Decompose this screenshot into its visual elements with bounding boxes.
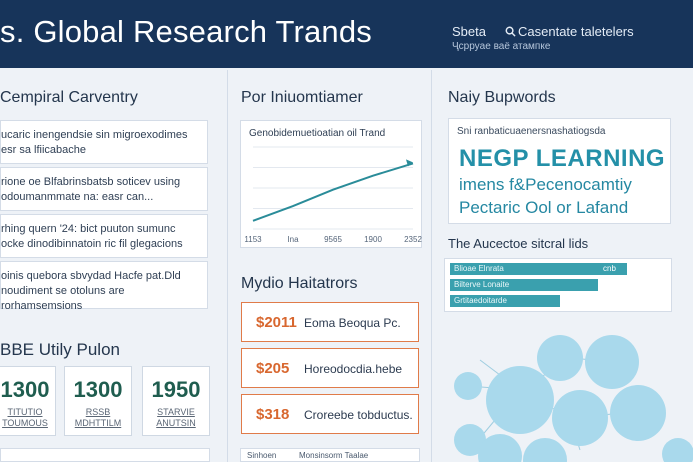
- list-item-text: rione oe Blfabrinsbatsb soticev using od…: [1, 176, 181, 203]
- indicator-value: $2011: [256, 314, 297, 331]
- stat-card[interactable]: 1300 TITUTIO TOUMOUS: [0, 366, 56, 436]
- bottom-label: Monsinsorm Taalae: [299, 451, 369, 460]
- keyword-bubble-cluster: [454, 335, 693, 462]
- indicators-title: Mydio Haitatrors: [241, 275, 358, 292]
- keyword-bubble: [478, 434, 522, 462]
- list-item[interactable]: ucaric inengendsie sin migroexodimes esr…: [0, 120, 208, 164]
- x-tick-label: 1900: [364, 235, 382, 244]
- indicator-desc: Eoma Beoqua Pc.: [304, 316, 401, 330]
- stat-value: 1950: [151, 377, 201, 402]
- column-divider: [431, 70, 432, 462]
- stat-label: TITUTIO TOUMOUS: [2, 407, 48, 428]
- keyword-bubble: [537, 335, 583, 381]
- keyword-bubble: [610, 385, 666, 441]
- list-item-text: ucaric inengendsie sin migroexodimes esr…: [1, 129, 188, 156]
- keywords-card[interactable]: Sni ranbaticuaenersnashatiogsda NEGP LEA…: [448, 118, 671, 224]
- stat-label: RSSB MDHTTILM: [74, 407, 122, 428]
- bottom-strip: Sinhoen Monsinsorm Taalae: [240, 448, 420, 462]
- utility-title: BBE Utily Pulon: [0, 340, 120, 359]
- trend-chart-card[interactable]: Genobidemuetioatian oil Trand 1153 Ina 956…: [240, 120, 422, 248]
- attention-bars: Blioae Elnrata cnb Bilterve Lonaite Grti…: [444, 258, 672, 312]
- app-header: s. Global Research Trands Sbeta Casentat…: [0, 0, 693, 68]
- list-item-text: oinis quebora sbvydad Hacfe pat.Dld noud…: [1, 270, 181, 312]
- attention-title: The Aucectoe sitcral lids: [448, 236, 589, 251]
- indicator-value: $205: [256, 360, 290, 377]
- indicator-card[interactable]: $2011 Eoma Beoqua Pc.: [241, 302, 419, 342]
- keyword-main: NEGP LEARNING: [459, 145, 666, 172]
- x-tick-label: 1153: [244, 235, 262, 244]
- keywords-title: Naiy Bupwords: [448, 89, 556, 106]
- attention-bar[interactable]: Bilterve Lonaite: [450, 279, 598, 291]
- keyword-bubble: [662, 438, 693, 462]
- bar-label: Blioae Elnrata: [454, 264, 504, 273]
- column-divider: [227, 70, 228, 462]
- stat-value: 1300: [73, 377, 123, 402]
- x-tick-label: 9565: [324, 235, 342, 244]
- nav-link-categories[interactable]: Casentate taletelers: [518, 24, 634, 39]
- indicator-card[interactable]: $318 Croreebe tobductus.: [241, 394, 419, 434]
- keyword-bubble: [454, 372, 482, 400]
- nav-link-beta[interactable]: Sbeta: [452, 24, 486, 39]
- bar-label: Bilterve Lonaite: [454, 280, 510, 289]
- keyword-line: imens f&Pecenocamtiy: [459, 175, 632, 194]
- keyword-bubble: [552, 390, 608, 446]
- keyword-bubble: [523, 438, 567, 462]
- indicator-desc: Croreebe tobductus.: [304, 408, 413, 422]
- indicator-desc: Horeodocdia.hebe: [304, 362, 403, 376]
- bottom-label: Sinhoen: [247, 451, 277, 460]
- keyword-line: Pectaric Ool or Lafand: [459, 198, 629, 217]
- page-title: s. Global Research Trands: [0, 14, 373, 49]
- keyword-bubble: [454, 424, 486, 456]
- keyword-bubble: [585, 335, 639, 389]
- series-arrow: [406, 159, 413, 167]
- stat-card[interactable]: 1950 STARVIE ANUTSIN: [142, 366, 210, 436]
- section-title-middle: Por Iniuomtiamer: [241, 89, 363, 106]
- x-tick-label: 2352: [404, 235, 422, 244]
- attention-bar[interactable]: Blioae Elnrata: [450, 263, 627, 275]
- footer-strip: [0, 448, 210, 462]
- header-subtitle: Ҷcрруaе ваë атампке: [452, 41, 551, 52]
- bar-value: cnb: [603, 264, 616, 273]
- indicator-value: $318: [256, 406, 290, 423]
- chart-title: Genobidemuetioatian oil Trand: [249, 128, 386, 139]
- list-item-text: rhing quern '24: bict puuton sumunc ocke…: [1, 223, 183, 250]
- stat-label: STARVIE ANUTSIN: [156, 407, 196, 428]
- stat-card[interactable]: 1300 RSSB MDHTTILM: [64, 366, 132, 436]
- series-line: [252, 162, 414, 222]
- stat-value: 1300: [0, 377, 50, 402]
- bar-label: Grtitaedoitarde: [454, 296, 507, 305]
- list-item[interactable]: rhing quern '24: bict puuton sumunc ocke…: [0, 214, 208, 258]
- attention-bar[interactable]: Grtitaedoitarde: [450, 295, 560, 307]
- keywords-subtitle: Sni ranbaticuaenersnashatiogsda: [457, 126, 606, 137]
- trend-chart: 1153 Ina 9565 1900 2352: [244, 146, 422, 244]
- keyword-bubble: [486, 366, 554, 434]
- x-tick-label: Ina: [287, 235, 299, 244]
- indicator-card[interactable]: $205 Horeodocdia.hebe: [241, 348, 419, 388]
- list-item[interactable]: oinis quebora sbvydad Hacfe pat.Dld noud…: [0, 261, 208, 312]
- list-item[interactable]: rione oe Blfabrinsbatsb soticev using od…: [0, 167, 208, 211]
- search-icon[interactable]: [505, 26, 516, 37]
- section-title-left: Cempiral Carventry: [0, 89, 138, 106]
